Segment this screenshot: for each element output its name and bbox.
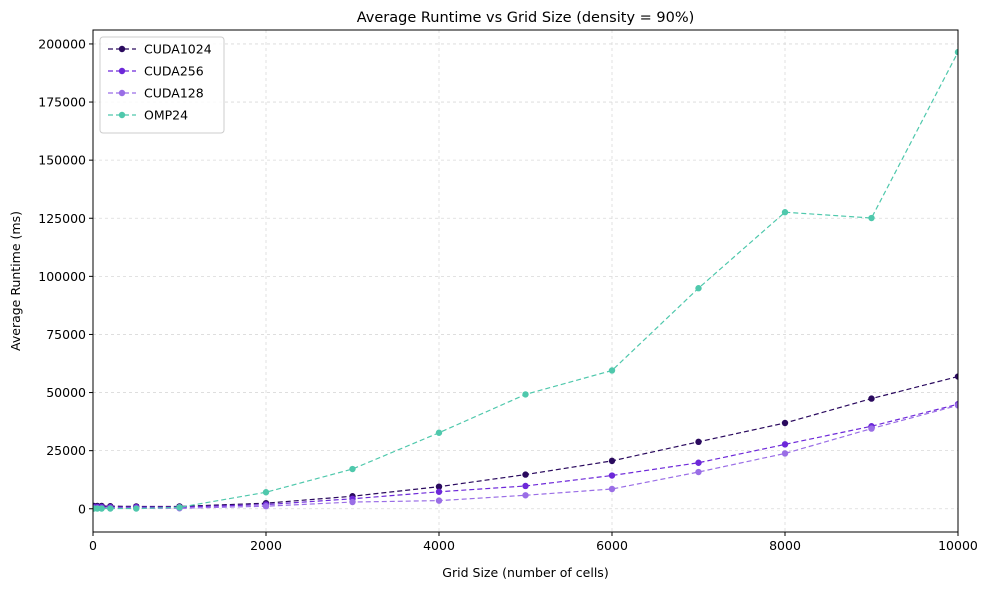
- data-point: [781, 450, 789, 457]
- x-axis-label: Grid Size (number of cells): [442, 565, 608, 580]
- data-point: [781, 419, 789, 427]
- data-point: [868, 395, 875, 402]
- data-point: [435, 483, 443, 490]
- y-tick-label: 175000: [38, 95, 86, 110]
- data-point: [98, 505, 105, 512]
- chart-title: Average Runtime vs Grid Size (density = …: [357, 10, 695, 26]
- series-layer: [93, 48, 958, 512]
- legend-box: [99, 36, 225, 134]
- data-point: [522, 391, 529, 398]
- x-tick-label: 8000: [769, 538, 801, 553]
- data-point: [133, 505, 140, 512]
- legend-item: OMP24: [108, 108, 188, 123]
- legend-marker: [118, 45, 126, 53]
- legend-marker: [118, 67, 126, 75]
- x-tick-label: 10000: [938, 538, 978, 553]
- data-point: [608, 457, 616, 465]
- y-tick-label: 150000: [38, 153, 86, 168]
- legend-marker: [118, 111, 126, 119]
- legend-item: CUDA1024: [108, 42, 212, 57]
- plot-frame: [92, 29, 959, 533]
- data-point: [107, 505, 114, 512]
- y-tick-label: 125000: [38, 211, 86, 226]
- y-tick-label: 0: [78, 501, 86, 516]
- data-point: [954, 402, 958, 409]
- x-tick-label: 4000: [423, 538, 455, 553]
- data-point: [608, 472, 616, 479]
- y-tick-label: 50000: [46, 385, 86, 400]
- data-point: [176, 504, 183, 511]
- data-point: [435, 497, 443, 504]
- x-tick-label: 2000: [250, 538, 282, 553]
- data-point: [349, 465, 356, 473]
- legend-item: CUDA256: [108, 64, 204, 79]
- legend-marker: [118, 89, 126, 97]
- data-point: [695, 468, 702, 476]
- data-point: [262, 489, 270, 496]
- legend-label: CUDA128: [144, 86, 204, 101]
- data-point: [954, 48, 958, 56]
- data-point: [435, 429, 443, 436]
- y-tick-label: 25000: [46, 443, 86, 458]
- y-tick-label: 100000: [38, 269, 86, 284]
- data-point: [435, 488, 443, 495]
- data-point: [522, 482, 529, 490]
- data-point: [868, 214, 875, 222]
- data-point: [781, 441, 789, 448]
- data-point: [695, 285, 702, 292]
- legend: CUDA1024 CUDA256 CUDA128 OMP24: [99, 36, 225, 134]
- data-point: [781, 209, 789, 216]
- tick-layer: 0 2000 4000 6000 8000 10000025000500007500010…: [38, 36, 978, 553]
- data-point: [262, 503, 270, 510]
- data-point: [522, 471, 529, 478]
- data-point: [349, 498, 356, 506]
- data-point: [695, 438, 702, 446]
- data-point: [608, 367, 616, 374]
- data-point: [868, 425, 875, 432]
- legend-label: OMP24: [144, 108, 188, 123]
- legend-item: CUDA128: [108, 86, 204, 101]
- y-axis-label: Average Runtime (ms): [8, 211, 23, 351]
- y-tick-label: 200000: [38, 36, 86, 51]
- data-point: [954, 373, 958, 380]
- data-point: [608, 485, 616, 493]
- legend-label: CUDA1024: [144, 42, 212, 57]
- series-omp24: [93, 48, 958, 512]
- x-tick-label: 0: [89, 538, 97, 553]
- x-tick-label: 6000: [596, 538, 628, 553]
- legend-label: CUDA256: [144, 64, 204, 79]
- data-point: [522, 492, 529, 499]
- y-tick-label: 75000: [46, 327, 86, 342]
- data-point: [695, 459, 702, 466]
